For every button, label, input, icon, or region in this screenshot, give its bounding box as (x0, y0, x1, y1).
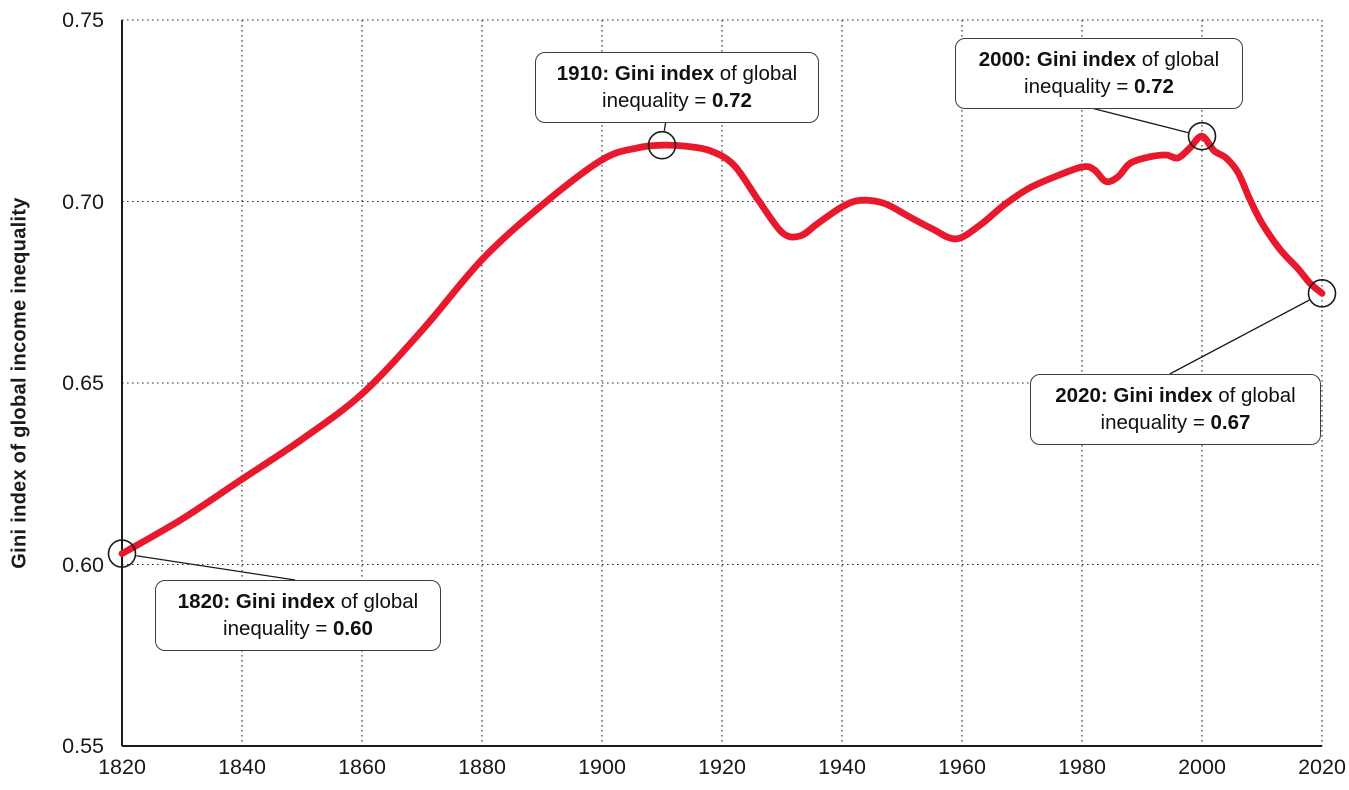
annotation-1820-value: 0.60 (333, 617, 373, 641)
annotation-2000-lead: 2000: Gini index (978, 48, 1137, 71)
data-point-marker (1187, 121, 1217, 151)
annotation-leader-line (663, 122, 667, 132)
annotation-2020-mid: of global inequality = (1100, 384, 1296, 435)
annotation-1910-mid: of global inequality = (602, 62, 798, 113)
y-axis-title: Gini index of global income inequality (8, 197, 31, 569)
data-point-marker (1307, 279, 1337, 308)
x-tick-label: 2000 (1178, 755, 1226, 779)
annotation-1910-value: 0.72 (712, 89, 752, 113)
annotation-1910: 1910: Gini index of global inequality = … (535, 52, 819, 123)
annotation-2000-value: 0.72 (1134, 75, 1174, 99)
data-point-marker (647, 130, 677, 160)
annotation-1820: 1820: Gini index of global inequality = … (155, 580, 441, 651)
annotation-2000: 2000: Gini index of global inequality = … (955, 38, 1243, 109)
x-tick-label: 1960 (938, 755, 986, 779)
x-tick-label: 1980 (1058, 755, 1106, 779)
x-tick-label: 1880 (458, 755, 506, 779)
y-tick-label: 0.60 (62, 552, 104, 577)
x-tick-label: 1860 (338, 755, 386, 779)
annotation-leader-line (1093, 107, 1189, 134)
annotation-1820-lead: 1820: Gini index (177, 590, 336, 613)
data-point-marker (107, 539, 137, 568)
y-tick-label: 0.55 (62, 734, 104, 758)
x-tick-label: 1820 (98, 755, 146, 779)
x-tick-label: 1900 (578, 755, 626, 779)
annotation-leader-line (1169, 299, 1310, 375)
annotation-2020: 2020: Gini index of global inequality = … (1030, 374, 1321, 445)
x-tick-label: 1940 (818, 755, 866, 779)
annotation-leader-line (136, 555, 296, 581)
x-tick-label: 2020 (1298, 755, 1346, 779)
annotation-2020-lead: 2020: Gini index (1055, 384, 1213, 407)
y-tick-label: 0.70 (62, 189, 104, 214)
annotation-2020-value: 0.67 (1210, 411, 1251, 435)
annotation-2000-mid: of global inequality = (1024, 48, 1220, 99)
y-tick-label: 0.65 (62, 371, 104, 395)
y-tick-label: 0.75 (62, 8, 104, 32)
x-tick-label: 1920 (698, 755, 746, 779)
annotation-1910-lead: 1910: Gini index (556, 62, 715, 85)
annotation-1820-mid: of global inequality = (223, 590, 419, 641)
x-tick-label: 1840 (218, 755, 266, 779)
